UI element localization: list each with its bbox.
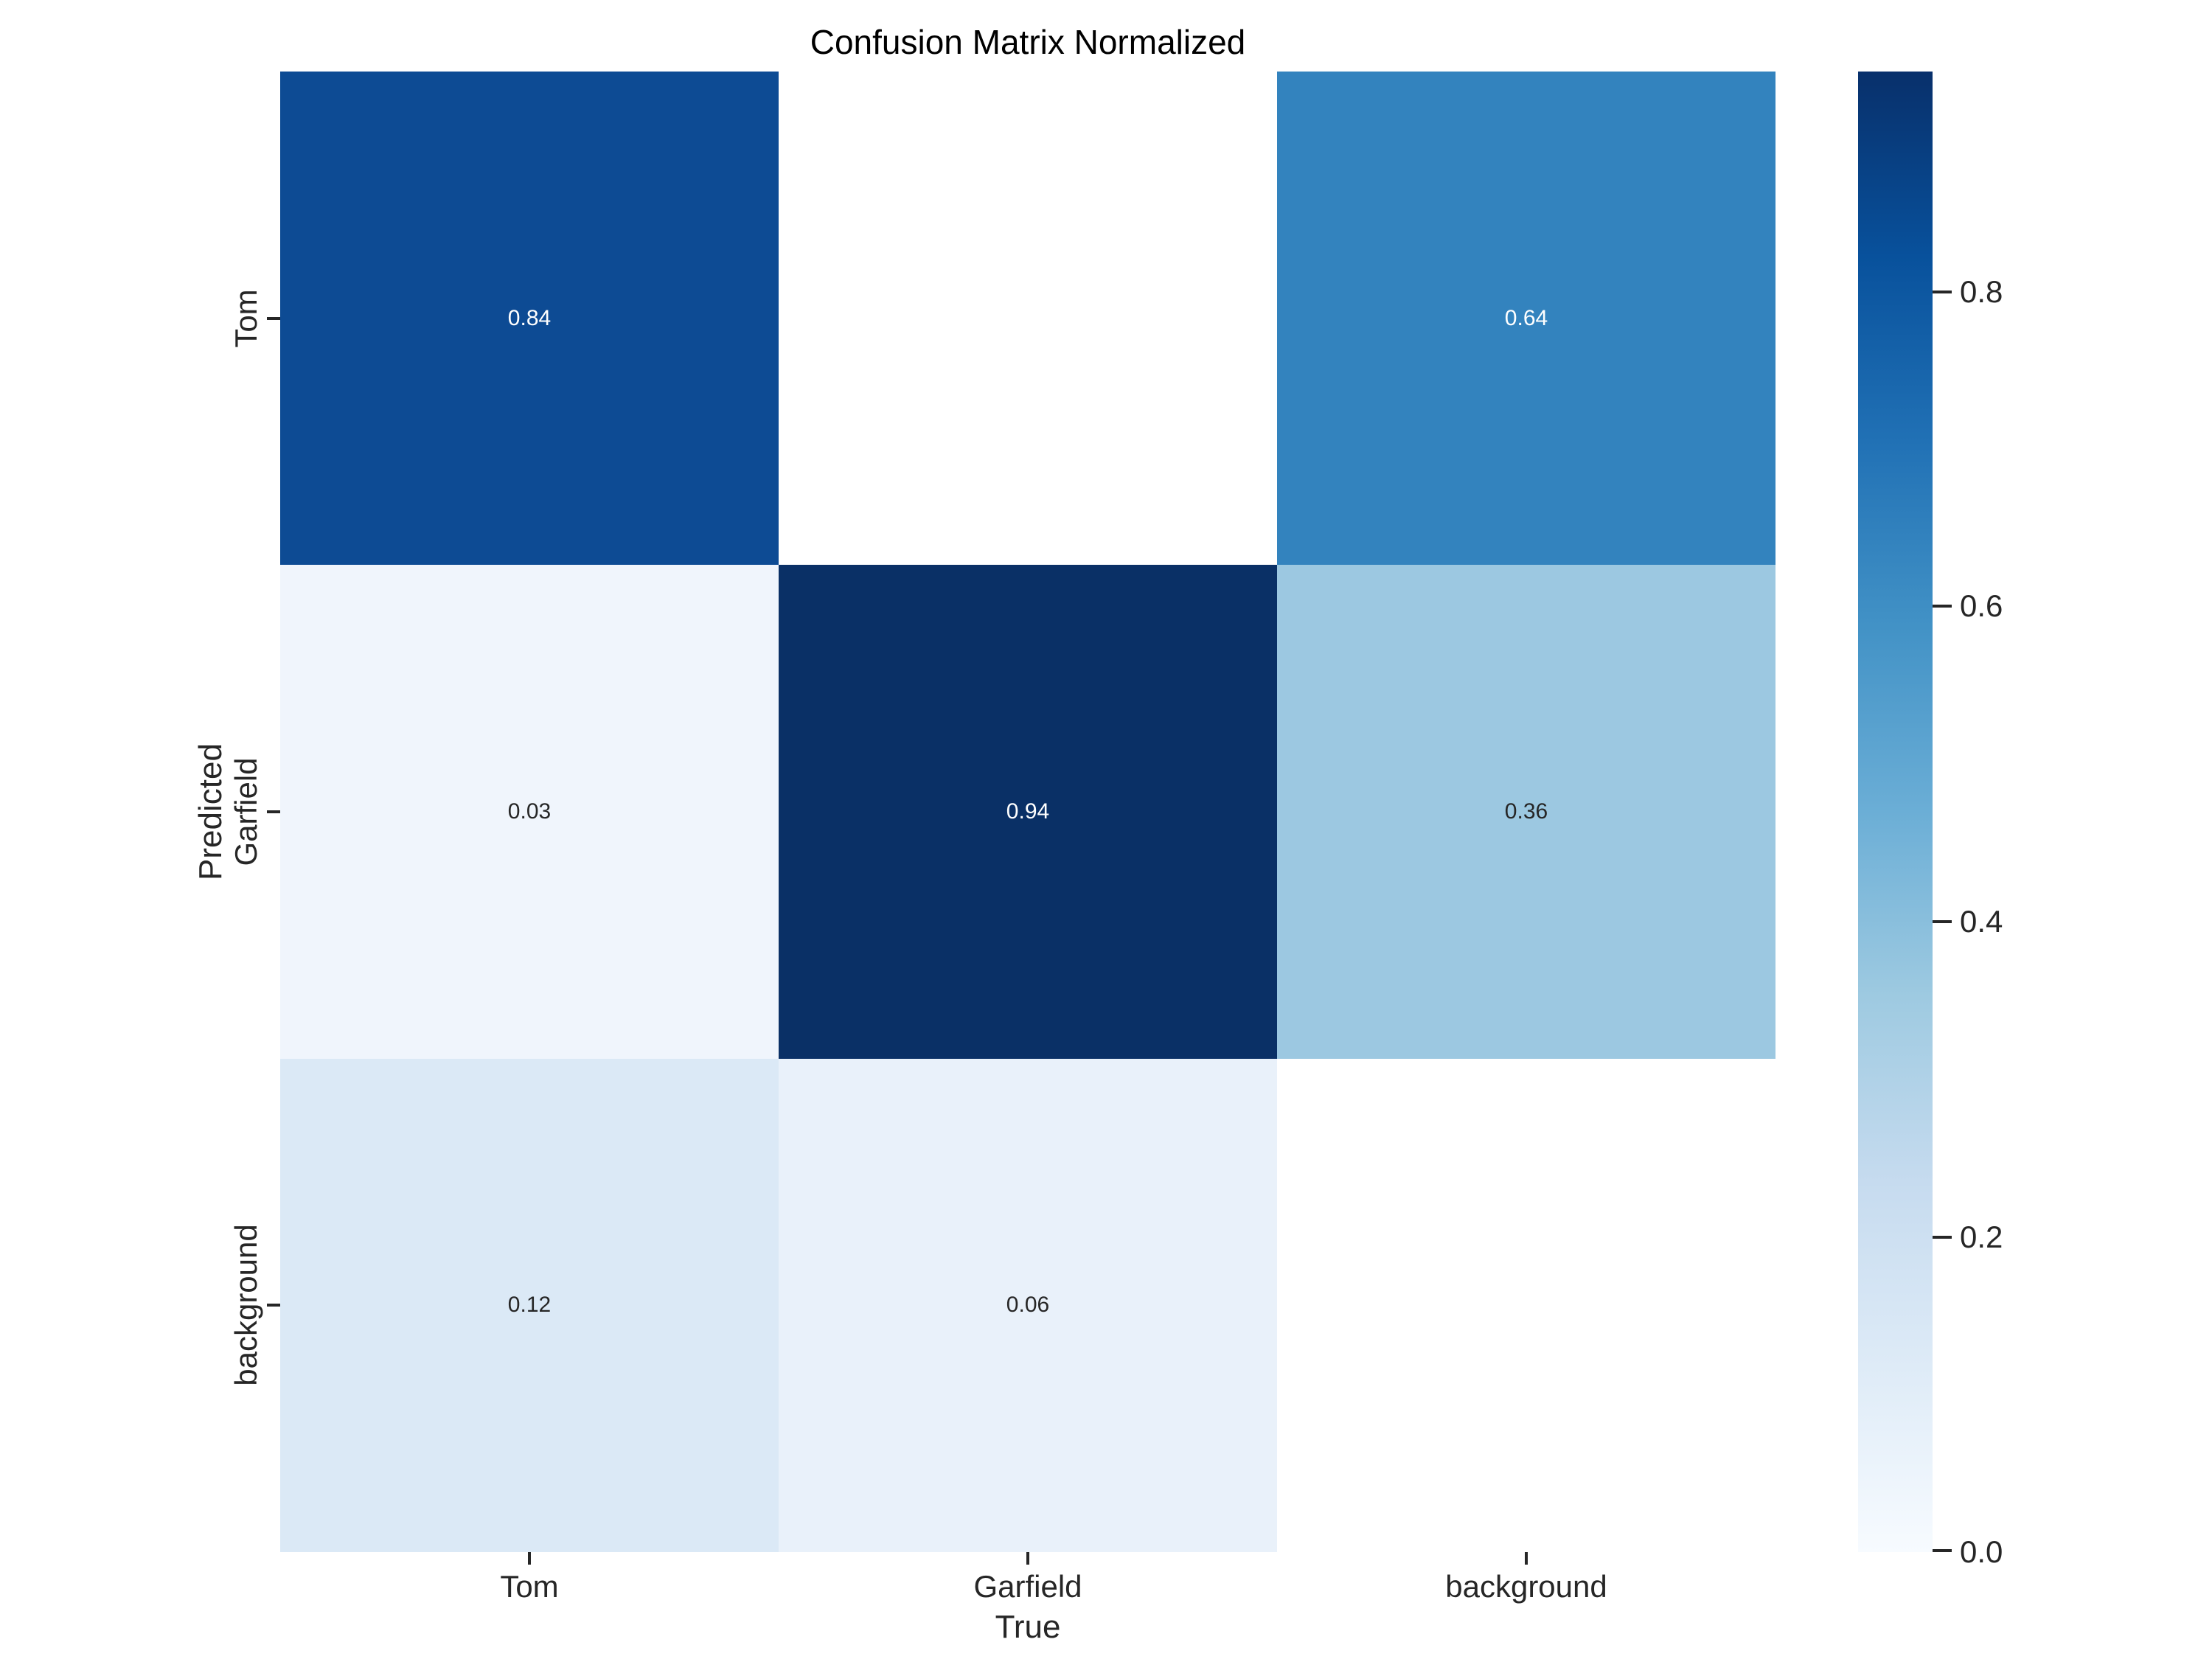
colorbar-gradient — [1858, 72, 1933, 1552]
x-tick-label-background: background — [1445, 1569, 1607, 1604]
heatmap-cell: 0.12 — [280, 1058, 779, 1552]
x-axis-title: True — [995, 1609, 1061, 1645]
chart-title: Confusion Matrix Normalized — [810, 23, 1246, 61]
y-tick-label-tom: Tom — [229, 289, 263, 348]
y-tick-mark — [267, 317, 280, 320]
heatmap: 0.84 0.64 0.03 0.94 0.36 0.12 0.06 — [280, 72, 1775, 1552]
x-tick-label-tom: Tom — [500, 1569, 559, 1604]
heatmap-cell: 0.06 — [779, 1058, 1277, 1552]
heatmap-cell: 0.36 — [1277, 565, 1775, 1059]
colorbar-tick-label: 0.2 — [1960, 1220, 2003, 1254]
heatmap-cell: 0.64 — [1277, 72, 1775, 566]
y-tick-label-garfield: Garfield — [229, 757, 263, 866]
colorbar-tick-mark — [1933, 1549, 1952, 1552]
heatmap-cell: 0.94 — [779, 565, 1277, 1059]
colorbar-tick-mark — [1933, 920, 1952, 923]
colorbar-tick-label: 0.6 — [1960, 588, 2003, 623]
y-axis-title: Predicted — [192, 743, 229, 880]
colorbar-tick-label: 0.4 — [1960, 904, 2003, 939]
colorbar-tick-mark — [1933, 605, 1952, 608]
heatmap-cell — [1277, 1058, 1775, 1552]
heatmap-cell: 0.03 — [280, 565, 779, 1059]
x-tick-label-garfield: Garfield — [973, 1569, 1082, 1604]
heatmap-cell: 0.84 — [280, 72, 779, 566]
colorbar-tick-mark — [1933, 1236, 1952, 1239]
y-tick-mark — [267, 810, 280, 813]
y-tick-label-background: background — [229, 1224, 263, 1386]
x-tick-mark — [1026, 1552, 1029, 1565]
colorbar-tick-label: 0.8 — [1960, 274, 2003, 309]
heatmap-cell — [779, 72, 1277, 566]
y-tick-mark — [267, 1304, 280, 1307]
colorbar-tick-mark — [1933, 291, 1952, 293]
x-tick-mark — [528, 1552, 531, 1565]
x-tick-mark — [1525, 1552, 1528, 1565]
colorbar-tick-label: 0.0 — [1960, 1534, 2003, 1569]
